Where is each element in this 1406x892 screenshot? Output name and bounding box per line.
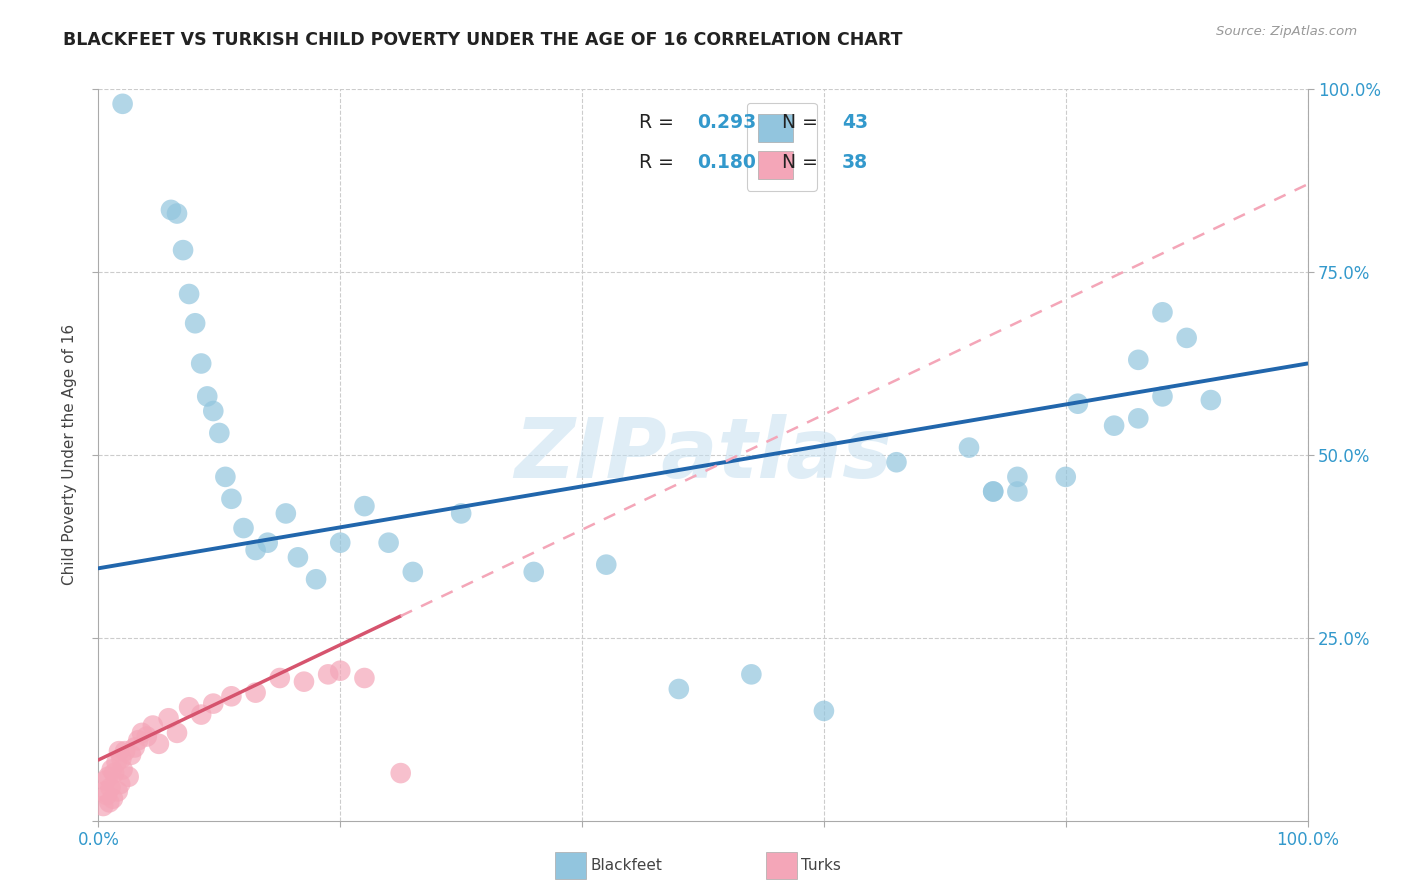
- Point: [103, 766, 125, 780]
- Point: [97, 770, 120, 784]
- Point: [108, 777, 131, 791]
- Point: [110, 751, 132, 765]
- Point: [111, 96, 134, 111]
- Point: [166, 726, 188, 740]
- Point: [269, 671, 291, 685]
- Point: [98, 796, 121, 810]
- Point: [120, 747, 142, 762]
- Point: [208, 425, 231, 440]
- Text: ZIPatlas: ZIPatlas: [515, 415, 891, 495]
- Point: [157, 711, 180, 725]
- Point: [1199, 393, 1222, 408]
- Point: [377, 535, 399, 549]
- Point: [118, 770, 141, 784]
- Point: [1007, 484, 1029, 499]
- Point: [142, 718, 165, 732]
- Point: [94, 773, 117, 788]
- Point: [100, 763, 122, 777]
- Point: [523, 565, 546, 579]
- Point: [184, 316, 207, 330]
- Point: [148, 737, 170, 751]
- Point: [1152, 389, 1174, 403]
- Point: [100, 780, 122, 795]
- Point: [245, 686, 267, 700]
- Point: [232, 521, 254, 535]
- Point: [813, 704, 835, 718]
- Point: [108, 744, 131, 758]
- Text: N =: N =: [769, 153, 824, 172]
- Point: [202, 404, 225, 418]
- Point: [329, 664, 352, 678]
- Point: [124, 740, 146, 755]
- Point: [981, 484, 1004, 499]
- Point: [886, 455, 908, 469]
- Point: [450, 507, 472, 521]
- Point: [221, 491, 243, 506]
- Point: [202, 697, 225, 711]
- Point: [740, 667, 762, 681]
- Point: [131, 726, 153, 740]
- Point: [981, 484, 1004, 499]
- Point: [114, 744, 136, 758]
- Point: [1128, 352, 1150, 367]
- Point: [353, 671, 375, 685]
- Point: [256, 535, 278, 549]
- Point: [292, 674, 315, 689]
- Point: [179, 287, 201, 301]
- Point: [127, 733, 149, 747]
- Point: [1007, 470, 1029, 484]
- Point: [221, 690, 243, 704]
- Y-axis label: Child Poverty Under the Age of 16: Child Poverty Under the Age of 16: [62, 325, 77, 585]
- Point: [1067, 397, 1090, 411]
- Point: [316, 667, 339, 681]
- Point: [190, 356, 212, 371]
- Point: [179, 700, 201, 714]
- Point: [91, 799, 114, 814]
- Point: [389, 766, 412, 780]
- Legend: , : ,: [747, 103, 817, 191]
- Point: [195, 389, 218, 403]
- Text: Blackfeet: Blackfeet: [591, 858, 662, 872]
- Point: [353, 499, 375, 513]
- Point: [172, 243, 194, 257]
- Point: [135, 730, 157, 744]
- Point: [1102, 418, 1125, 433]
- Text: R =: R =: [638, 153, 679, 172]
- Point: [190, 707, 212, 722]
- Point: [93, 784, 115, 798]
- Point: [101, 791, 124, 805]
- Point: [1152, 305, 1174, 319]
- Point: [105, 755, 128, 769]
- Point: [402, 565, 425, 579]
- Point: [274, 507, 297, 521]
- Point: [305, 572, 328, 586]
- Text: R =: R =: [638, 112, 679, 132]
- Point: [1054, 470, 1077, 484]
- Text: N =: N =: [769, 112, 824, 132]
- Point: [595, 558, 617, 572]
- Point: [166, 206, 188, 220]
- Point: [96, 788, 118, 802]
- Point: [214, 470, 236, 484]
- Text: Turks: Turks: [801, 858, 841, 872]
- Point: [1175, 331, 1198, 345]
- Text: 0.180: 0.180: [697, 153, 756, 172]
- Point: [957, 441, 980, 455]
- Text: 43: 43: [842, 112, 868, 132]
- Point: [160, 202, 183, 217]
- Text: Source: ZipAtlas.com: Source: ZipAtlas.com: [1216, 25, 1357, 38]
- Point: [668, 681, 690, 696]
- Text: BLACKFEET VS TURKISH CHILD POVERTY UNDER THE AGE OF 16 CORRELATION CHART: BLACKFEET VS TURKISH CHILD POVERTY UNDER…: [63, 31, 903, 49]
- Point: [287, 550, 309, 565]
- Point: [245, 543, 267, 558]
- Text: 38: 38: [842, 153, 868, 172]
- Point: [111, 763, 134, 777]
- Point: [1128, 411, 1150, 425]
- Point: [107, 784, 129, 798]
- Point: [329, 535, 352, 549]
- Text: 0.293: 0.293: [697, 112, 756, 132]
